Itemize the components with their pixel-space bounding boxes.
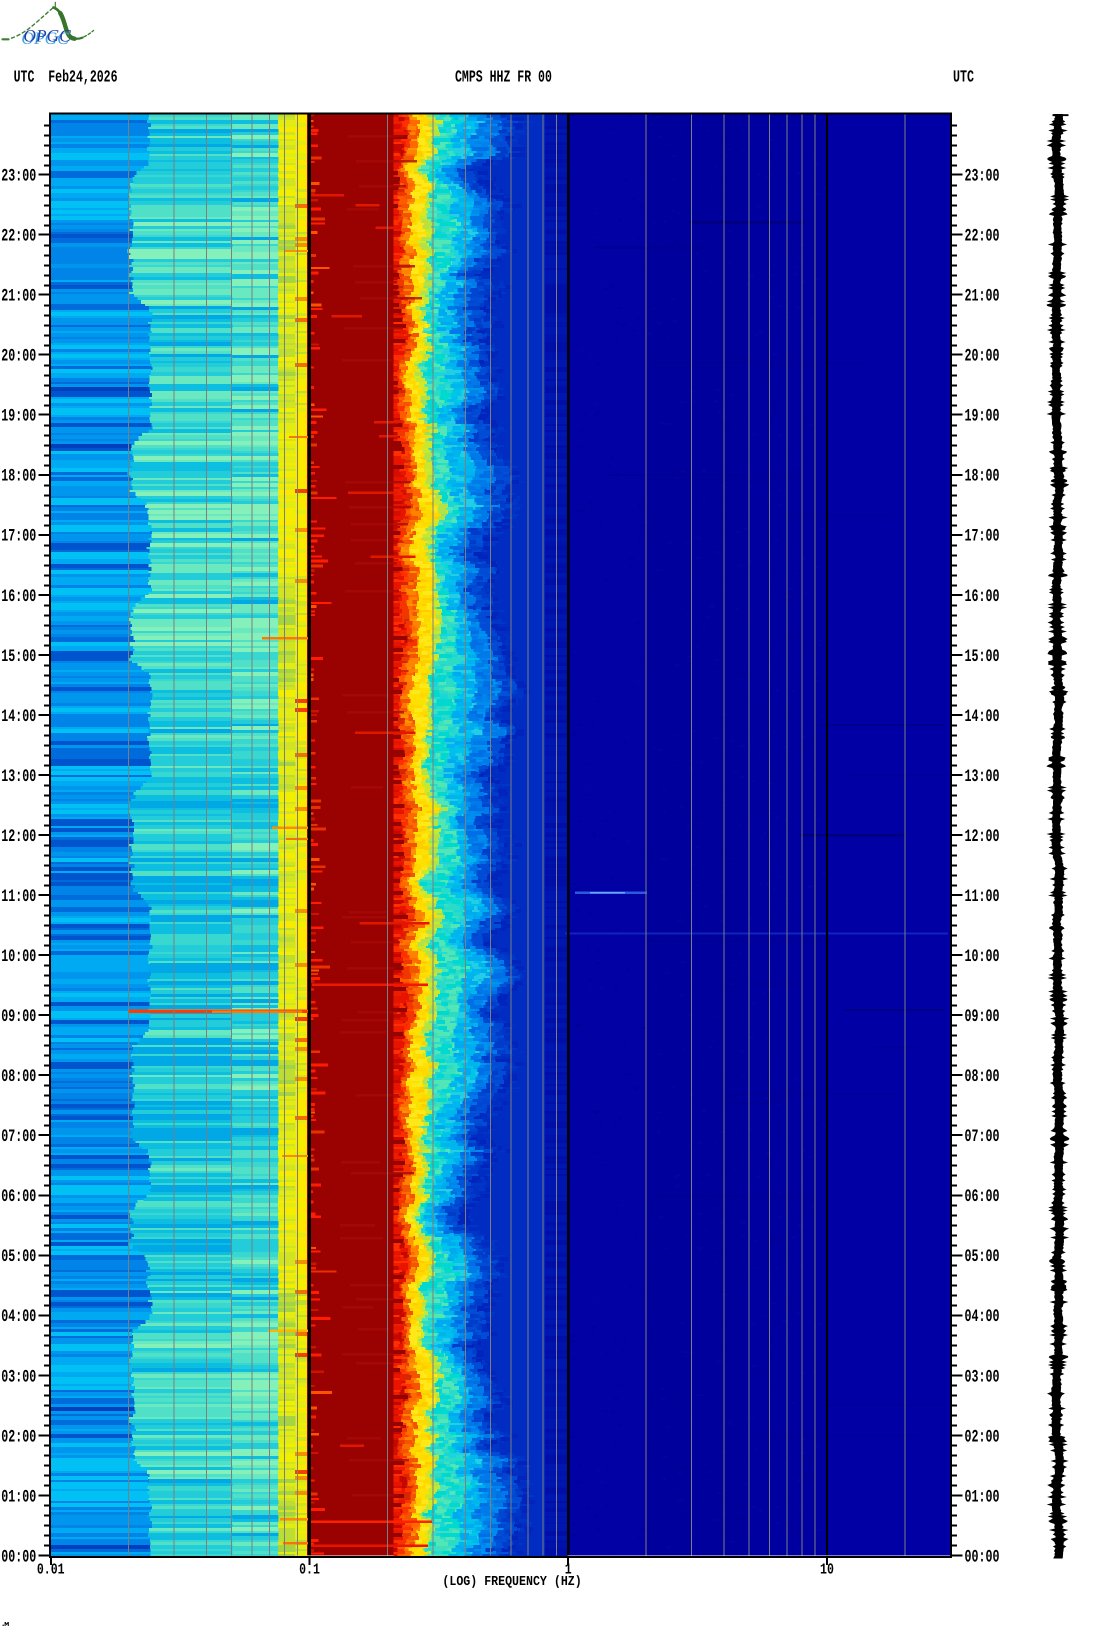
svg-text:12:00: 12:00 xyxy=(965,826,1000,847)
svg-text:10:00: 10:00 xyxy=(965,946,1000,967)
svg-text:13:00: 13:00 xyxy=(965,766,1000,787)
svg-text:19:00: 19:00 xyxy=(965,406,1000,427)
svg-text:18:00: 18:00 xyxy=(1,466,36,487)
svg-text:09:00: 09:00 xyxy=(1,1006,36,1027)
svg-text:UTC: UTC xyxy=(953,67,974,87)
svg-text:21:00: 21:00 xyxy=(965,286,1000,307)
svg-text:01:00: 01:00 xyxy=(965,1486,1000,1507)
svg-text:03:00: 03:00 xyxy=(1,1366,36,1387)
svg-text:07:00: 07:00 xyxy=(965,1126,1000,1147)
svg-text:15:00: 15:00 xyxy=(965,646,1000,667)
svg-text:04:00: 04:00 xyxy=(1,1306,36,1327)
svg-text:03:00: 03:00 xyxy=(965,1366,1000,1387)
svg-text:(LOG) FREQUENCY (HZ): (LOG) FREQUENCY (HZ) xyxy=(442,1574,581,1589)
svg-text:23:00: 23:00 xyxy=(965,166,1000,187)
svg-text:11:00: 11:00 xyxy=(965,886,1000,907)
svg-text:11:00: 11:00 xyxy=(1,886,36,907)
svg-text:08:00: 08:00 xyxy=(1,1066,36,1087)
svg-text:08:00: 08:00 xyxy=(965,1066,1000,1087)
svg-text:19:00: 19:00 xyxy=(1,406,36,427)
svg-text:04:00: 04:00 xyxy=(965,1306,1000,1327)
svg-text:05:00: 05:00 xyxy=(1,1246,36,1267)
svg-text:OPGC: OPGC xyxy=(23,26,71,46)
svg-text:22:00: 22:00 xyxy=(965,226,1000,247)
svg-text:16:00: 16:00 xyxy=(1,586,36,607)
svg-text:07:00: 07:00 xyxy=(1,1126,36,1147)
svg-text:20:00: 20:00 xyxy=(1,346,36,367)
svg-text:14:00: 14:00 xyxy=(965,706,1000,727)
svg-text:00:00: 00:00 xyxy=(965,1546,1000,1567)
svg-text:05:00: 05:00 xyxy=(965,1246,1000,1267)
svg-text:17:00: 17:00 xyxy=(1,526,36,547)
svg-text:06:00: 06:00 xyxy=(1,1186,36,1207)
svg-text:13:00: 13:00 xyxy=(1,766,36,787)
svg-text:01:00: 01:00 xyxy=(1,1486,36,1507)
svg-text:CMPS HHZ FR 00: CMPS HHZ FR 00 xyxy=(455,68,552,87)
svg-text:0.01: 0.01 xyxy=(37,1562,65,1579)
svg-text:20:00: 20:00 xyxy=(965,346,1000,367)
svg-text:09:00: 09:00 xyxy=(965,1006,1000,1027)
svg-text:23:00: 23:00 xyxy=(1,166,36,187)
svg-text:06:00: 06:00 xyxy=(965,1186,1000,1207)
svg-text:15:00: 15:00 xyxy=(1,646,36,667)
svg-text:0.1: 0.1 xyxy=(299,1562,320,1579)
svg-text:02:00: 02:00 xyxy=(1,1426,36,1447)
svg-text:18:00: 18:00 xyxy=(965,466,1000,487)
svg-text:10:00: 10:00 xyxy=(1,946,36,967)
svg-text:10: 10 xyxy=(820,1562,834,1579)
svg-text:14:00: 14:00 xyxy=(1,706,36,727)
svg-text:OPGC: OPGC xyxy=(21,28,69,48)
svg-text:21:00: 21:00 xyxy=(1,286,36,307)
svg-text:16:00: 16:00 xyxy=(965,586,1000,607)
svg-text:22:00: 22:00 xyxy=(1,226,36,247)
svg-text:17:00: 17:00 xyxy=(965,526,1000,547)
svg-text:12:00: 12:00 xyxy=(1,826,36,847)
svg-text:UTC Feb24,2026: UTC Feb24,2026 xyxy=(14,68,118,87)
svg-text:00:00: 00:00 xyxy=(1,1546,36,1567)
svg-text:02:00: 02:00 xyxy=(965,1426,1000,1447)
svg-text:1: 1 xyxy=(565,1562,572,1579)
